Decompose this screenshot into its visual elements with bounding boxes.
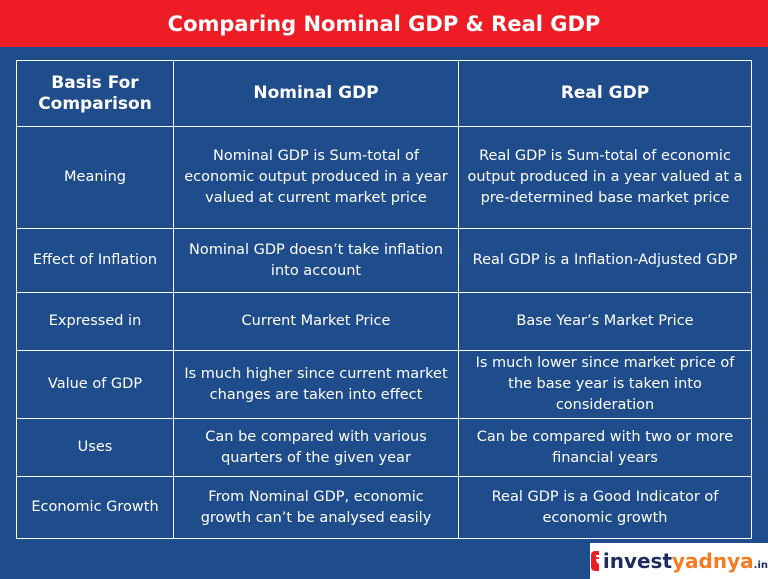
logo-part: yadnya	[672, 549, 754, 573]
cell: Base Year’s Market Price	[458, 292, 752, 351]
header-row: Basis For Comparison Nominal GDP Real GDP	[16, 60, 752, 127]
cell: Real GDP is a Good Indicator of economic…	[458, 476, 752, 539]
column-header: Real GDP	[458, 60, 752, 127]
cell: Is much lower since market price of the …	[458, 350, 752, 419]
table-row: Uses Can be compared with various quarter…	[16, 418, 752, 477]
table-body: Meaning Nominal GDP is Sum-total of econo…	[16, 126, 752, 539]
title: Comparing Nominal GDP & Real GDP	[167, 11, 601, 36]
row-label: Value of GDP	[16, 350, 174, 419]
row-label: Meaning	[16, 126, 174, 229]
row-label: Expressed in	[16, 292, 174, 351]
cell: Real GDP is Sum-total of economic output…	[458, 126, 752, 229]
cell: From Nominal GDP, economic growth can’t …	[173, 476, 459, 539]
logo: invest yadnya .in	[590, 543, 768, 579]
logo-icon	[591, 551, 599, 571]
row-label: Effect of Inflation	[16, 228, 174, 293]
cell: Nominal GDP doesn’t take inflation into …	[173, 228, 459, 293]
column-header: Basis For Comparison	[16, 60, 174, 127]
cell: Is much higher since current market chan…	[173, 350, 459, 419]
cell: Real GDP is a Inflation-Adjusted GDP	[458, 228, 752, 293]
logo-part: invest	[602, 549, 673, 573]
table-row: Value of GDP Is much higher since current…	[16, 350, 752, 419]
row-label: Economic Growth	[16, 476, 174, 539]
table-head: Basis For Comparison Nominal GDP Real GDP	[16, 60, 752, 127]
row-label: Uses	[16, 418, 174, 477]
table-row: Meaning Nominal GDP is Sum-total of econo…	[16, 126, 752, 229]
logo-part: .in	[753, 559, 768, 571]
title-bar: Comparing Nominal GDP & Real GDP	[0, 0, 768, 47]
column-header: Nominal GDP	[173, 60, 459, 127]
cell: Nominal GDP is Sum-total of economic out…	[173, 126, 459, 229]
table-row: Expressed in Current Market Price Base Yea…	[16, 292, 752, 351]
table-row: Economic Growth From Nominal GDP, economi…	[16, 476, 752, 539]
comparison-table: Basis For Comparison Nominal GDP Real GDP …	[16, 60, 752, 539]
cell: Current Market Price	[173, 292, 459, 351]
cell: Can be compared with two or more financi…	[458, 418, 752, 477]
table-row: Effect of Inflation Nominal GDP doesn’t t…	[16, 228, 752, 293]
cell: Can be compared with various quarters of…	[173, 418, 459, 477]
